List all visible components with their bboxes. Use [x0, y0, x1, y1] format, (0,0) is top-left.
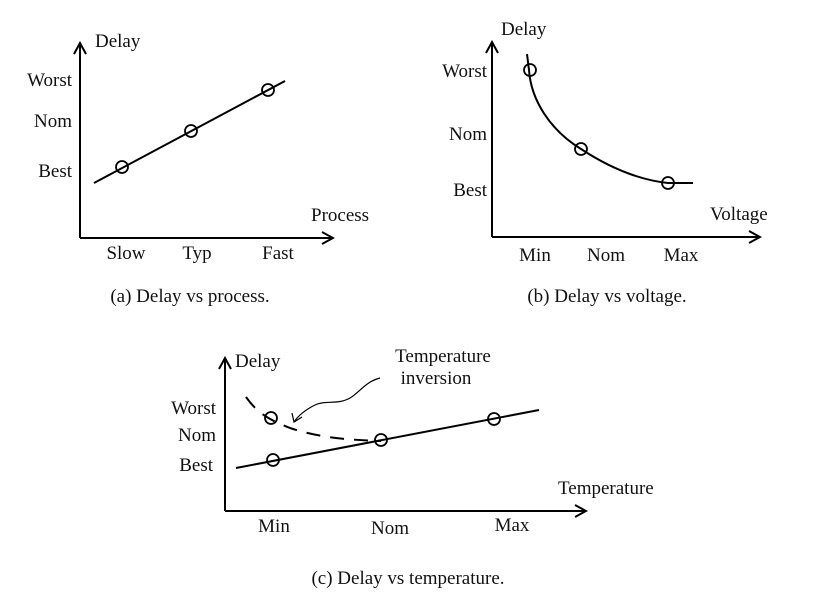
panel-c-point-nom [374, 433, 388, 447]
panel-c-xtick-nom: Nom [371, 518, 409, 539]
panel-c-annotation-arrow [293, 377, 381, 423]
panel-b-xtick-max: Max [664, 245, 699, 266]
panel-c-point-min-worst [264, 411, 278, 425]
panel-a-ytick-nom: Nom [34, 111, 72, 132]
panel-c-inversion-curve [245, 396, 382, 442]
panel-c-ytick-best: Best [179, 455, 214, 476]
panel-b-xlabel: Voltage [710, 204, 768, 225]
panel-c-ytick-worst: Worst [171, 398, 217, 419]
panel-b-point-min [523, 63, 537, 77]
panel-c-annotation-line2: inversion [401, 368, 472, 389]
panel-c-annotation-arrowhead [291, 412, 303, 423]
panel-c-ytick-nom: Nom [178, 425, 216, 446]
panel-c-annotation-line1: Temperature [395, 346, 491, 367]
panel-a-delay-line [93, 80, 286, 184]
panel-c-ylabel: Delay [235, 351, 281, 372]
panel-b-xtick-nom: Nom [587, 245, 625, 266]
panel-a-point-fast [261, 83, 275, 97]
panel-a: Delay Process Worst Nom Best Slow Typ Fa… [27, 31, 369, 307]
panel-c-xtick-min: Min [258, 516, 290, 537]
panel-c-xtick-max: Max [495, 515, 530, 536]
panel-a-xtick-fast: Fast [262, 243, 294, 264]
panel-a-xlabel: Process [311, 205, 369, 226]
panel-b-point-nom [574, 142, 588, 156]
panel-b-delay-curve [526, 53, 693, 184]
panel-a-ytick-worst: Worst [27, 70, 73, 91]
panel-b-ytick-best: Best [453, 180, 488, 201]
panel-a-xtick-typ: Typ [182, 243, 211, 264]
panel-b-ylabel: Delay [501, 19, 547, 40]
panel-a-xtick-slow: Slow [106, 243, 145, 264]
panel-a-ylabel: Delay [95, 31, 141, 52]
panel-b-ytick-worst: Worst [442, 61, 488, 82]
panel-a-point-slow [115, 160, 129, 174]
panel-c-xlabel: Temperature [558, 478, 654, 499]
panel-b-point-max [661, 176, 675, 190]
panel-b-caption: (b) Delay vs voltage. [527, 286, 686, 307]
panel-c-point-max [487, 412, 501, 426]
panel-c-point-min-best [266, 453, 280, 467]
panel-a-point-typ [184, 124, 198, 138]
panel-a-caption: (a) Delay vs process. [110, 286, 269, 307]
panel-b-ytick-nom: Nom [449, 124, 487, 145]
panel-c-caption: (c) Delay vs temperature. [311, 568, 504, 589]
panel-c: Delay Temperature Worst Nom Best Min Nom… [171, 346, 654, 589]
panel-a-ytick-best: Best [38, 161, 73, 182]
panel-b-xtick-min: Min [519, 245, 551, 266]
panel-b: Delay Voltage Worst Nom Best Min Nom Max… [442, 19, 768, 307]
